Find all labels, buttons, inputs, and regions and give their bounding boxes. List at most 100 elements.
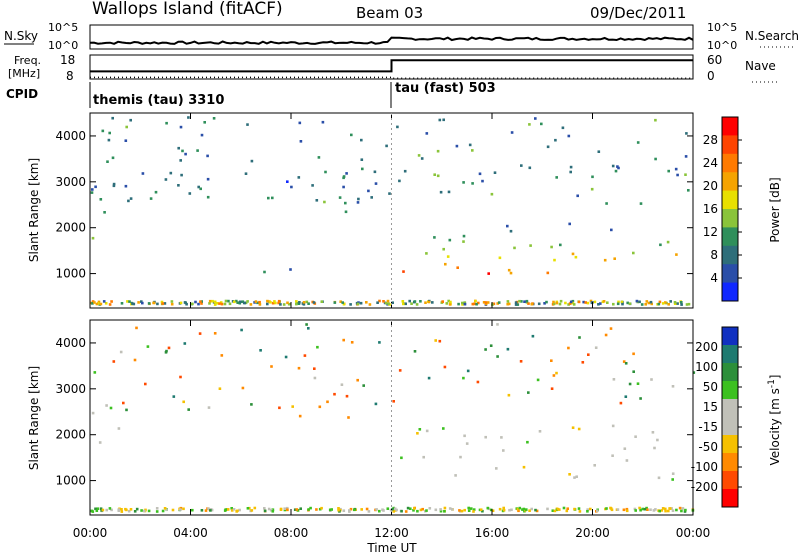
range-gate-cell: [573, 507, 576, 511]
range-gate-cell: [206, 154, 209, 158]
range-gate-cell: [529, 244, 532, 247]
range-gate-cell: [367, 189, 370, 193]
range-gate-cell: [439, 190, 443, 194]
range-gate-cell: [279, 508, 283, 511]
range-gate-cell: [443, 365, 447, 369]
range-gate-cell: [645, 506, 648, 510]
range-gate-cell: [197, 185, 200, 189]
range-gate-cell: [140, 509, 143, 512]
range-gate-cell: [616, 508, 620, 511]
range-gate-cell: [581, 361, 585, 364]
range-gate-cell: [467, 509, 471, 512]
range-gate-cell: [328, 508, 332, 512]
range-gate-cell: [401, 300, 405, 303]
range-gate-cell: [685, 303, 689, 306]
range-gate-cell: [550, 387, 554, 390]
range-gate-cell: [182, 400, 185, 404]
sky-noise-trace: [89, 36, 694, 45]
power-colorbar: 28 24 20 16 12 8 4: [703, 116, 742, 302]
range-gate-cell: [171, 508, 175, 512]
range-gate-cell: [514, 301, 518, 304]
range-gate-cell: [625, 459, 629, 462]
range-gate-cell: [271, 196, 274, 200]
range-gate-cell: [562, 506, 566, 510]
range-gate-cell: [526, 440, 529, 444]
range-gate-cell: [374, 182, 378, 185]
range-gate-cell: [643, 507, 647, 511]
y-tick-label: 4000: [55, 129, 86, 143]
colorbar-swatch: [722, 363, 738, 382]
y-tick-label: 3000: [55, 382, 86, 396]
range-gate-cell: [667, 169, 670, 173]
range-gate-cell: [471, 149, 474, 152]
range-gate-cell: [609, 327, 613, 330]
range-gate-cell: [484, 301, 488, 304]
range-gate-cell: [384, 301, 388, 305]
range-gate-cell: [146, 345, 150, 348]
range-gate-cell: [490, 192, 494, 196]
colorbar-tick-label: -50: [698, 440, 718, 454]
range-gate-cell: [676, 173, 679, 177]
range-gate-cell: [396, 125, 399, 129]
range-gate-cell: [416, 509, 419, 513]
range-gate-cell: [224, 508, 227, 511]
range-gate-cell: [645, 300, 649, 303]
colorbar-tick-label: 100: [695, 360, 718, 374]
colorbar-tick-label: 24: [703, 156, 718, 170]
x-tick-label: 00:00: [73, 526, 108, 540]
range-gate-cell: [230, 509, 234, 512]
sky-right-tick-bottom: 10^0: [707, 39, 737, 52]
range-gate-cell: [434, 339, 437, 342]
range-gate-cell: [378, 299, 381, 303]
range-gate-cell: [622, 508, 626, 512]
range-gate-cell: [509, 271, 513, 275]
range-gate-cell: [517, 509, 520, 513]
range-gate-cell: [382, 300, 385, 303]
range-gate-cell: [122, 401, 125, 405]
range-gate-cell: [208, 299, 212, 303]
range-gate-cell: [350, 341, 354, 344]
range-gate-cell: [392, 510, 395, 513]
range-gate-cell: [613, 257, 616, 260]
range-gate-cell: [684, 173, 687, 176]
range-gate-cell: [172, 395, 176, 398]
range-gate-cell: [425, 252, 428, 255]
range-gate-cell: [571, 426, 575, 429]
range-gate-cell: [602, 300, 606, 303]
range-gate-cell: [518, 506, 522, 510]
range-gate-cell: [165, 349, 168, 353]
time-axis: 00:00 04:00 08:00 12:00 16:00 20:00 00:00: [73, 113, 710, 540]
colorbar-swatch: [722, 417, 738, 436]
colorbar-tick-label: 200: [695, 340, 718, 354]
range-gate-cell: [506, 224, 509, 228]
range-gate-cell: [381, 508, 384, 511]
colorbar-swatch: [722, 153, 738, 173]
colorbar-tick-label: -100: [691, 460, 718, 474]
range-gate-cell: [522, 465, 526, 469]
range-gate-cell: [284, 355, 288, 359]
range-gate-cell: [392, 400, 395, 403]
range-gate-cell: [498, 256, 502, 260]
range-gate-cell: [120, 510, 124, 513]
cpid-label: CPID: [6, 87, 38, 101]
range-gate-cell: [617, 300, 620, 304]
range-gate-cell: [669, 300, 672, 303]
range-gate-cell: [553, 258, 556, 262]
range-gate-cell: [241, 300, 245, 303]
range-gate-cell: [345, 172, 348, 175]
range-gate-cell: [365, 301, 368, 304]
range-gate-cell: [482, 301, 486, 304]
range-gate-cell: [463, 302, 467, 306]
range-gate-cell: [393, 507, 397, 510]
range-gate-cell: [577, 300, 581, 304]
range-gate-cell: [129, 197, 133, 200]
range-gate-cell: [427, 376, 431, 380]
range-gate-cell: [236, 509, 239, 513]
range-gate-cell: [313, 376, 317, 380]
sky-right-label: N.Search: [745, 29, 799, 43]
range-gate-cell: [451, 508, 454, 511]
range-gate-cell: [191, 302, 194, 306]
range-gate-cell: [376, 301, 379, 304]
range-gate-cell: [360, 508, 363, 511]
range-gate-cell: [165, 508, 168, 512]
